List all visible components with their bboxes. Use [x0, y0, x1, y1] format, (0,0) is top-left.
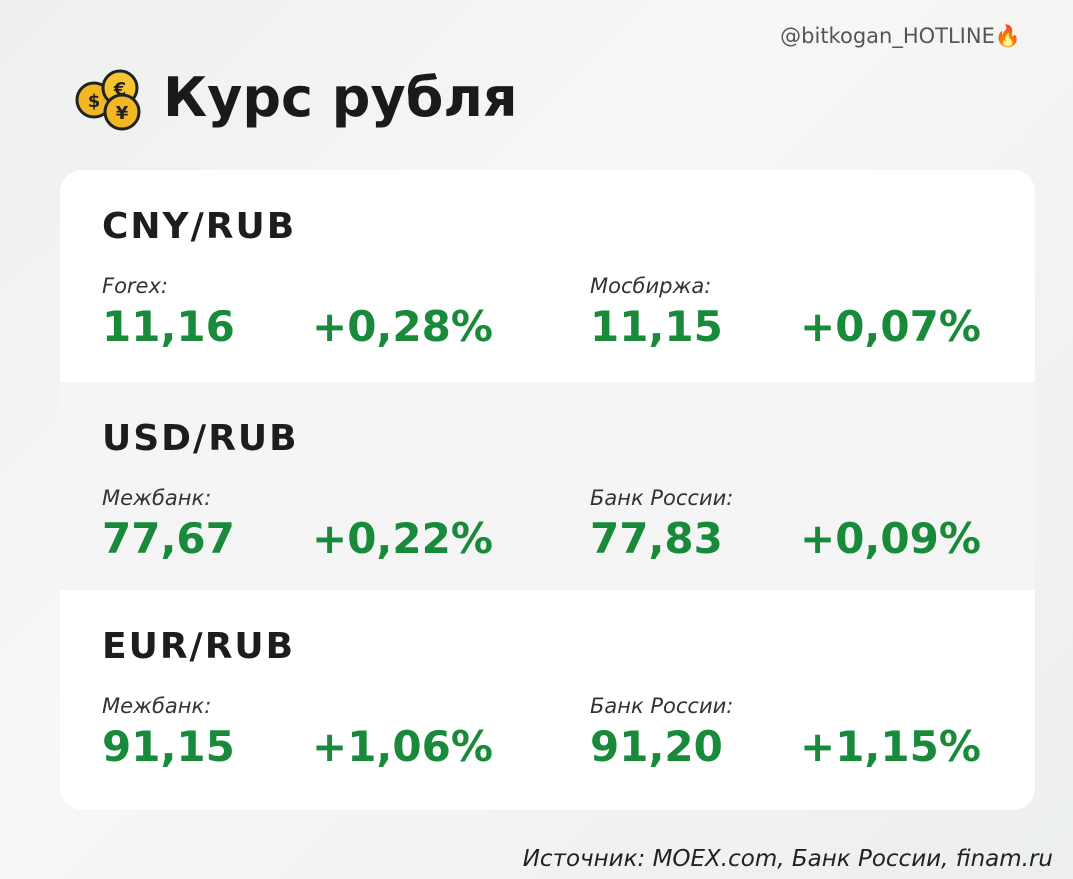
source-label: Межбанк:	[102, 486, 212, 510]
rate-change: +1,06%	[312, 722, 493, 771]
svg-text:¥: ¥	[116, 103, 129, 124]
handle: @bitkogan_HOTLINE🔥	[780, 24, 1021, 48]
pair: CNY/RUB	[102, 206, 297, 247]
source-label: Межбанк:	[102, 694, 212, 718]
rate-value: 91,15	[102, 722, 235, 771]
rate-change: +0,28%	[312, 302, 493, 351]
rate-section: CNY/RUB Forex: 11,16 +0,28% Мосбиржа: 11,15 +0…	[60, 170, 1035, 382]
pair: USD/RUB	[102, 418, 299, 459]
rate-value: 91,20	[590, 722, 723, 771]
pair: EUR/RUB	[102, 626, 296, 667]
rate-change: +0,09%	[800, 514, 981, 563]
rates-card: CNY/RUB Forex: 11,16 +0,28% Мосбиржа: 11,15 +0…	[60, 170, 1035, 810]
rate-change: +0,07%	[800, 302, 981, 351]
svg-text:€: €	[113, 79, 127, 100]
rate-section: EUR/RUB Межбанк: 91,15 +1,06% Банк России: 91…	[60, 590, 1035, 810]
source-label: Банк России:	[590, 694, 734, 718]
rate-value: 77,83	[590, 514, 723, 563]
rate-value: 11,15	[590, 302, 723, 351]
source: Источник: MOEX.com, Банк России, finam.r…	[522, 846, 1053, 872]
coins-icon: $ € ¥	[75, 69, 141, 131]
source-label: Банк России:	[590, 486, 734, 510]
rate-section: USD/RUB Межбанк: 77,67 +0,22% Банк России: 77…	[60, 382, 1035, 590]
source-label: Мосбиржа:	[590, 274, 712, 298]
source-label: Forex:	[102, 274, 168, 298]
rate-value: 11,16	[102, 302, 235, 351]
rate-change: +1,15%	[800, 722, 981, 771]
title: Курс рубля	[163, 66, 518, 129]
rate-value: 77,67	[102, 514, 235, 563]
svg-text:$: $	[88, 91, 101, 112]
rate-change: +0,22%	[312, 514, 493, 563]
